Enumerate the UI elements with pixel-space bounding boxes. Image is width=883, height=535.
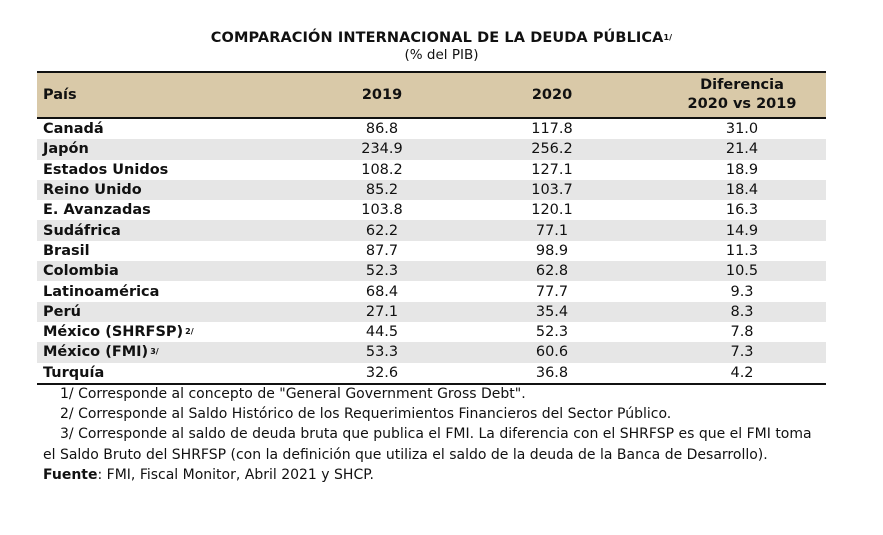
table-row: México (FMI) 3/53.3 60.6 7.3 xyxy=(37,342,826,363)
cell-pais: Reino Unido xyxy=(43,182,142,199)
cell-diferencia: 8.3 xyxy=(730,303,754,320)
cell-2019: 62.2 xyxy=(365,222,399,239)
cell-2019: 53.3 xyxy=(365,344,399,361)
table-row: Colombia 52.3 62.8 10.5 xyxy=(37,261,826,282)
cell-diferencia: 11.3 xyxy=(725,242,759,259)
cell-2019: 108.2 xyxy=(361,161,403,178)
debt-comparison-table: País 2019 2020 Diferencia 2020 vs 2019 C… xyxy=(37,71,826,385)
title-footnote-marker: 1/ xyxy=(663,33,673,42)
footnote-marker: 3/ xyxy=(150,346,159,356)
cell-2020: 77.7 xyxy=(535,283,569,300)
cell-pais: Perú xyxy=(43,303,81,320)
header-diferencia: Diferencia 2020 vs 2019 xyxy=(687,77,797,112)
table-row: Brasil 87.7 98.9 11.3 xyxy=(37,241,826,261)
cell-pais: Turquía xyxy=(43,364,105,381)
cell-2020: 52.3 xyxy=(535,324,569,341)
cell-2019: 86.8 xyxy=(365,121,399,138)
source-text: : FMI, Fiscal Monitor, Abril 2021 y SHCP… xyxy=(97,466,374,483)
table-row: Reino Unido 85.2 103.7 18.4 xyxy=(37,179,826,201)
header-2019: 2019 xyxy=(361,87,403,103)
cell-pais: Colombia xyxy=(43,263,119,280)
cell-pais: Canadá xyxy=(43,121,104,138)
cell-pais: Japón xyxy=(43,141,89,158)
cell-diferencia: 7.3 xyxy=(730,344,754,361)
cell-2020: 35.4 xyxy=(535,303,569,320)
cell-diferencia: 9.3 xyxy=(730,283,754,300)
table-header-row: País 2019 2020 Diferencia 2020 vs 2019 xyxy=(37,71,826,119)
cell-2019: 103.8 xyxy=(361,202,403,219)
cell-diferencia: 14.9 xyxy=(725,222,759,239)
table-row: Sudáfrica 62.2 77.1 14.9 xyxy=(37,220,826,241)
cell-pais: Brasil xyxy=(43,242,90,259)
footnote-2: 2/ Corresponde al Saldo Histórico de los… xyxy=(60,406,672,423)
cell-pais: México (SHRFSP) 2/ xyxy=(43,324,194,341)
cell-2020: 103.7 xyxy=(531,182,573,199)
table-row: Estados Unidos 108.2 127.1 18.9 xyxy=(37,160,826,180)
cell-diferencia: 7.8 xyxy=(730,324,754,341)
source-line: Fuente: FMI, Fiscal Monitor, Abril 2021 … xyxy=(43,465,823,485)
cell-2020: 127.1 xyxy=(531,161,573,178)
cell-2020: 77.1 xyxy=(535,222,569,239)
header-2020: 2020 xyxy=(531,87,573,103)
table-subtitle: (% del PIB) xyxy=(404,47,479,63)
table-row: Canadá 86.8 117.8 31.0 xyxy=(37,119,826,139)
footnote-1: 1/ Corresponde al concepto de "General G… xyxy=(60,386,526,402)
cell-2019: 68.4 xyxy=(365,283,399,300)
table-row: Perú 27.1 35.4 8.3 xyxy=(37,301,826,322)
cell-pais: Sudáfrica xyxy=(43,222,121,239)
cell-2020: 120.1 xyxy=(531,202,573,219)
cell-diferencia: 21.4 xyxy=(725,141,759,158)
cell-diferencia: 16.3 xyxy=(725,202,759,219)
table-title: COMPARACIÓN INTERNACIONAL DE LA DEUDA PÚ… xyxy=(0,29,883,48)
cell-2019: 27.1 xyxy=(365,303,399,320)
table-title-text: COMPARACIÓN INTERNACIONAL DE LA DEUDA PÚ… xyxy=(210,30,664,46)
cell-2019: 87.7 xyxy=(365,242,399,259)
cell-diferencia: 4.2 xyxy=(730,364,754,381)
table-row: Turquía 32.6 36.8 4.2 xyxy=(37,363,826,383)
cell-diferencia: 10.5 xyxy=(725,263,759,280)
cell-2019: 52.3 xyxy=(365,263,399,280)
cell-2020: 62.8 xyxy=(535,263,569,280)
cell-2019: 85.2 xyxy=(365,182,399,199)
footnote-marker: 2/ xyxy=(185,326,194,336)
header-pais: País xyxy=(43,87,77,103)
cell-diferencia: 31.0 xyxy=(725,121,759,138)
cell-2020: 117.8 xyxy=(531,121,573,138)
cell-2019: 234.9 xyxy=(361,141,403,158)
title-block: COMPARACIÓN INTERNACIONAL DE LA DEUDA PÚ… xyxy=(0,29,883,63)
cell-pais: Estados Unidos xyxy=(43,161,169,178)
cell-2020: 36.8 xyxy=(535,364,569,381)
cell-2020: 60.6 xyxy=(535,344,569,361)
table-bottom-rule xyxy=(37,382,826,385)
cell-pais: Latinoamérica xyxy=(43,283,160,300)
table-row: Latinoamérica 68.4 77.7 9.3 xyxy=(37,281,826,301)
table-body: Canadá 86.8 117.8 31.0 Japón 234.9 256.2 21.4 Es… xyxy=(37,119,826,383)
cell-2019: 32.6 xyxy=(365,364,399,381)
table-row: México (SHRFSP) 2/44.5 52.3 7.8 xyxy=(37,322,826,342)
table-row: Japón 234.9 256.2 21.4 xyxy=(37,139,826,160)
cell-2020: 98.9 xyxy=(535,242,569,259)
cell-2020: 256.2 xyxy=(531,141,573,158)
cell-2019: 44.5 xyxy=(365,324,399,341)
source-label: Fuente xyxy=(43,466,98,483)
footnotes: 1/ Corresponde al concepto de "General G… xyxy=(43,384,823,485)
footnote-3: 3/ Corresponde al saldo de deuda bruta q… xyxy=(43,424,823,464)
cell-diferencia: 18.9 xyxy=(725,161,759,178)
footnote-3-text: 3/ Corresponde al saldo de deuda bruta q… xyxy=(43,426,812,463)
cell-pais: México (FMI) 3/ xyxy=(43,344,159,361)
table-row: E. Avanzadas 103.8 120.1 16.3 xyxy=(37,200,826,220)
cell-diferencia: 18.4 xyxy=(725,182,759,199)
cell-pais: E. Avanzadas xyxy=(43,202,151,219)
